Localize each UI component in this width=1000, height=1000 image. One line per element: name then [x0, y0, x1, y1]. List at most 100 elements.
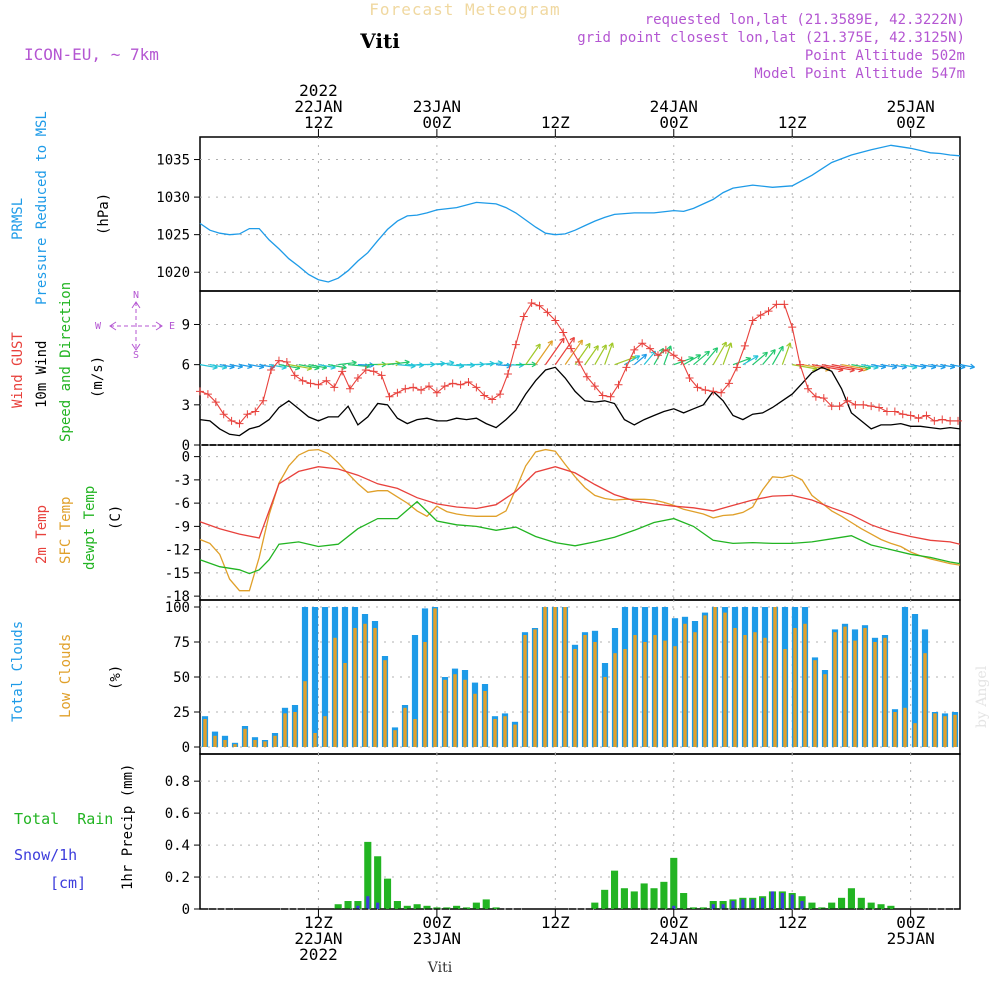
- wind-gust-marker: [488, 395, 497, 404]
- snow-bar: [376, 902, 380, 909]
- wind-gust-marker: [559, 328, 568, 337]
- model-altitude: Model Point Altitude 547m: [754, 66, 965, 82]
- wind-direction-arrow: [318, 364, 336, 369]
- rain-bar: [689, 907, 698, 909]
- low-cloud-bar: [213, 735, 217, 747]
- wind-gust-marker: [535, 301, 544, 310]
- wind-direction-arrow: [762, 349, 776, 366]
- pressure-unit: (hPa): [96, 193, 112, 235]
- temp-line-1: [199, 448, 961, 592]
- wind-gust-marker: [282, 357, 291, 366]
- clouds-tick-label: 50: [173, 670, 190, 686]
- time-label: 12Z: [304, 913, 333, 932]
- snow-bar: [731, 901, 735, 909]
- wind-tick-label: 9: [182, 317, 190, 333]
- wind-direction-arrowhead: [601, 344, 607, 350]
- total-cloud-bar: [311, 607, 319, 747]
- low-cloud-bar: [473, 693, 477, 747]
- wind-gust-marker: [196, 387, 204, 396]
- wind-gust-marker: [267, 366, 276, 375]
- time-label: 23JAN: [413, 929, 461, 948]
- rain-bar: [867, 902, 875, 909]
- rain-bar: [828, 902, 836, 909]
- wind-gust-marker: [369, 367, 378, 376]
- wind-gust-marker: [598, 391, 607, 400]
- low-cloud-bar: [643, 642, 647, 747]
- rain-bar: [670, 857, 678, 909]
- point-altitude: Point Altitude 502m: [805, 48, 965, 64]
- snow-bar: [711, 904, 715, 909]
- wind-gust-marker: [567, 344, 576, 353]
- wind-tick-label: 0: [182, 438, 190, 454]
- wind-direction-arrow: [831, 364, 864, 371]
- rain-bar: [680, 893, 688, 909]
- rain-bar: [334, 904, 342, 909]
- wind-gust-marker: [630, 345, 639, 354]
- wind-gust-marker: [338, 367, 347, 376]
- low-cloud-bar: [353, 628, 357, 747]
- wind-gust-marker: [575, 357, 584, 366]
- wind-direction-arrow: [930, 364, 946, 368]
- rain-bar: [808, 902, 816, 909]
- wind-gust-marker: [203, 390, 212, 399]
- low-cloud-bar: [453, 674, 457, 747]
- wind-direction-arrow: [792, 364, 818, 370]
- low-cloud-bar: [703, 615, 707, 747]
- clouds-panel: 0 25 50 75 100: [165, 600, 960, 756]
- temperature-panel: 0 -3 -6 -9 -12 -15 -18: [165, 445, 961, 605]
- low-cloud-bar: [223, 740, 227, 747]
- low-cloud-bar: [633, 635, 637, 747]
- low-cloud-bar: [463, 679, 467, 747]
- wind-direction-arrow: [219, 364, 235, 368]
- wind-gust-marker: [519, 312, 528, 321]
- low-cloud-bar: [233, 744, 237, 747]
- wind-direction-arrow: [742, 355, 759, 366]
- low-cloud-bar: [513, 724, 517, 747]
- time-label: 23JAN: [413, 97, 461, 116]
- time-label: 25JAN: [887, 97, 935, 116]
- wind-gust-marker: [709, 387, 718, 396]
- wind-direction-arrow: [959, 364, 975, 368]
- low-cloud-bar: [823, 674, 827, 747]
- wind-direction-arrow: [821, 364, 855, 372]
- rain-bar: [620, 888, 628, 909]
- low-cloud-bar: [943, 716, 947, 747]
- precip-unit: 1hr Precip (mm): [120, 764, 136, 890]
- wind-gust-marker: [448, 379, 457, 388]
- low-cloud-bar: [933, 713, 937, 747]
- wind-direction-arrowhead: [778, 345, 784, 352]
- temperature-tick-label: -18: [165, 589, 190, 605]
- wind-gust-marker: [882, 407, 891, 416]
- rain-bar: [344, 901, 352, 909]
- wind-gust-marker: [693, 383, 702, 392]
- wind-direction-arrow: [249, 364, 265, 368]
- wind-label-speed-dir: Speed and Direction: [58, 282, 74, 442]
- temperature-tick-label: -9: [173, 519, 190, 535]
- pressure-panel: 1020 1025 1030 1035: [156, 137, 961, 291]
- rain-bar: [660, 881, 668, 909]
- wind-direction-arrow: [525, 343, 541, 365]
- wind-gust-marker: [938, 415, 947, 424]
- wind-gust-marker: [353, 374, 362, 383]
- low-cloud-bar: [383, 660, 387, 747]
- wind-gust-marker: [827, 402, 836, 411]
- low-cloud-bar: [803, 623, 807, 747]
- low-cloud-bar: [913, 723, 917, 747]
- wind-direction-arrowhead: [658, 347, 665, 354]
- rain-bar: [364, 841, 372, 909]
- compass-north: N: [133, 290, 139, 301]
- time-label: 2022: [299, 945, 338, 964]
- low-cloud-bar: [243, 728, 247, 747]
- wind-gust-marker: [914, 414, 923, 423]
- wind-gust-marker: [472, 383, 481, 392]
- wind-direction-arrowhead: [404, 359, 410, 366]
- wind-panel: 0 3 6 9: [182, 291, 975, 454]
- pressure-tick-label: 1030: [156, 190, 190, 206]
- wind-gust-marker: [906, 411, 915, 420]
- wind-direction-arrow: [722, 342, 732, 365]
- clouds-label-total: Total Clouds: [10, 621, 26, 722]
- low-cloud-bar: [833, 632, 837, 747]
- wind-gust-marker: [259, 396, 268, 405]
